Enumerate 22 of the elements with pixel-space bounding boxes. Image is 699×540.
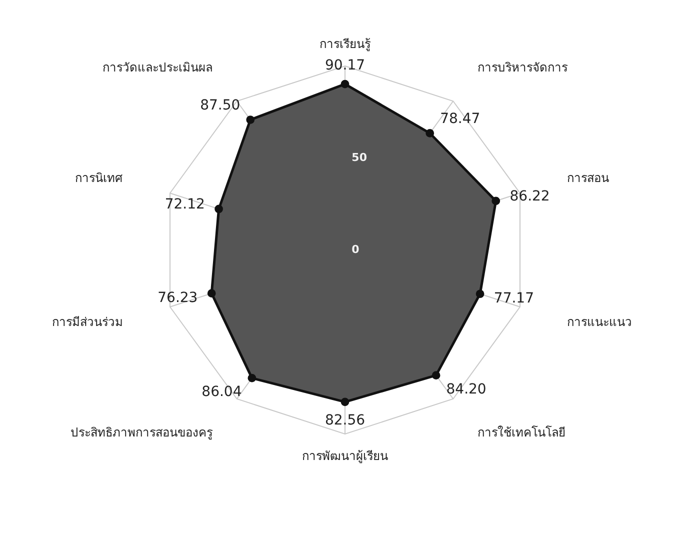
- data-label: 76.23: [158, 290, 198, 306]
- data-label: 90.17: [324, 58, 366, 74]
- data-label: 87.50: [200, 98, 240, 114]
- spoke-label: การบริหารจัดการ: [478, 60, 569, 74]
- spoke-label: ประสิทธิภาพการสอนของครู: [70, 426, 214, 441]
- data-label: 72.12: [164, 196, 205, 212]
- data-label: 84.20: [446, 381, 486, 398]
- data-label: 86.22: [510, 188, 550, 204]
- spoke-label: การพัฒนาผู้เรียน: [302, 449, 388, 464]
- spoke-label: การใช้เทคโนโลยี: [478, 426, 566, 440]
- spoke-label: การแนะแนว: [567, 315, 632, 330]
- spoke-label: การมีส่วนร่วม: [52, 315, 123, 330]
- spoke-label: การสอน: [567, 170, 610, 185]
- spoke-label: การนิเทศ: [74, 170, 123, 185]
- y-tick-label: 0: [352, 243, 360, 256]
- spoke-label: การวัดและประเมินผล: [102, 60, 212, 74]
- data-label: 86.04: [202, 384, 242, 400]
- spoke-label: การเรียนรู้: [320, 36, 372, 52]
- data-label: 78.47: [440, 111, 480, 128]
- data-label: 82.56: [324, 412, 366, 428]
- data-label: 77.17: [494, 290, 534, 306]
- y-tick-label: 50: [352, 151, 368, 164]
